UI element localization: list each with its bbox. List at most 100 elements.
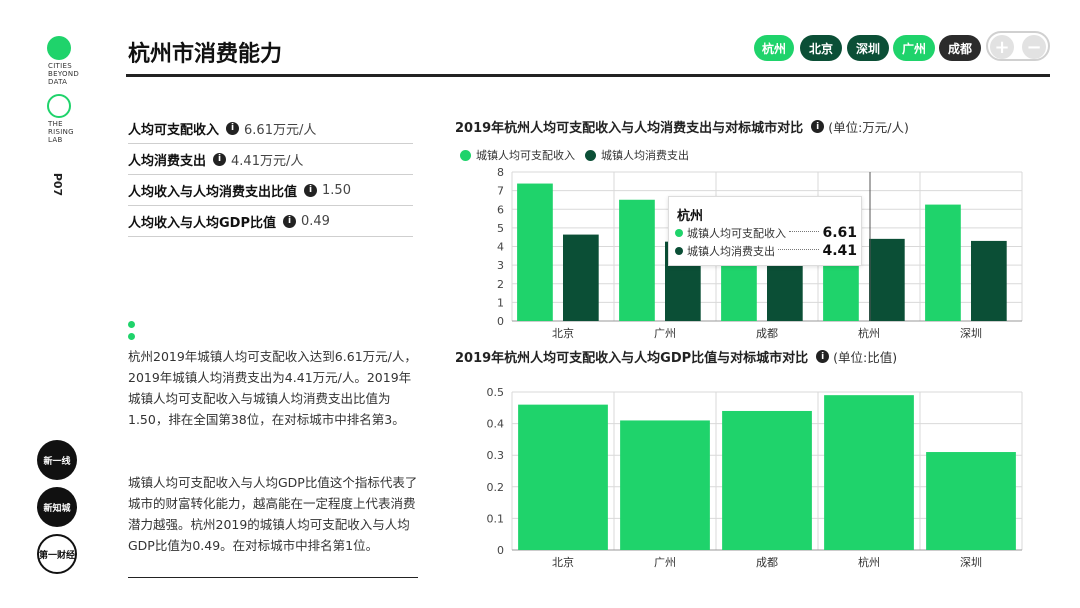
tooltip-leader — [789, 231, 820, 232]
bar — [925, 204, 961, 321]
chart1-title: 2019年杭州人均可支配收入与人均消费支出与对标城市对比 — [455, 121, 804, 136]
chart1-tooltip: 杭州 城镇人均可支配收入 6.61 城镇人均消费支出 4.41 — [668, 196, 862, 266]
metric-value: 1.50 — [322, 182, 351, 198]
legend-swatch — [585, 149, 596, 161]
bar — [869, 238, 905, 321]
lab1-line: BEYOND — [48, 70, 80, 78]
x-tick-label: 广州 — [654, 556, 676, 569]
x-tick-label: 深圳 — [960, 327, 982, 340]
brand-logo-xinzhicheng: 新知城 — [37, 487, 77, 527]
bar — [518, 404, 608, 550]
city-pill-chengdu[interactable]: 成都 — [939, 35, 981, 61]
x-tick-label: 成都 — [756, 556, 778, 569]
y-tick-label: 8 — [497, 166, 504, 179]
bar — [926, 452, 1016, 550]
legend-label: 城镇人均消费支出 — [601, 149, 689, 162]
zoom-control: + − — [986, 31, 1050, 61]
header-divider — [126, 74, 1050, 77]
info-icon[interactable]: i — [226, 121, 240, 135]
y-tick-label: 0.3 — [487, 449, 505, 462]
y-tick-label: 0.2 — [487, 481, 505, 494]
tooltip-leader — [778, 249, 820, 250]
vertical-logo: P07 — [51, 172, 65, 197]
info-icon[interactable]: i — [816, 350, 830, 363]
legend-swatch — [460, 149, 471, 161]
info-icon[interactable]: i — [283, 214, 296, 228]
metric-row: 人均收入与人均GDP比值 i 0.49 — [128, 206, 413, 237]
brand-logo-yicai: 第一财经 — [37, 534, 77, 574]
lab2-line: RISING — [48, 128, 74, 136]
y-tick-label: 6 — [497, 203, 504, 216]
tooltip-swatch — [675, 247, 683, 255]
x-tick-label: 成都 — [756, 327, 778, 340]
page-title: 杭州市消费能力 — [128, 42, 283, 67]
bar — [767, 263, 803, 321]
y-tick-label: 3 — [497, 259, 504, 272]
tooltip-row: 城镇人均消费支出 4.41 — [675, 243, 857, 259]
chart2-title-row: 2019年杭州人均可支配收入与人均GDP比值与对标城市对比 i (单位:比值) — [455, 347, 897, 366]
x-tick-label: 深圳 — [960, 556, 982, 569]
info-icon[interactable]: i — [304, 183, 318, 197]
metric-label: 人均消费支出 — [128, 153, 207, 169]
description-paragraph: 杭州2019年城镇人均可支配收入达到6.61万元/人，2019年城镇人均消费支出… — [128, 349, 417, 427]
bar — [563, 234, 599, 321]
lab2-line: THE — [48, 120, 63, 128]
y-tick-label: 7 — [497, 185, 504, 198]
tooltip-label: 城镇人均消费支出 — [687, 245, 775, 258]
logo-dot-filled — [47, 36, 71, 60]
bar — [971, 240, 1007, 321]
metric-label: 人均收入与人均GDP比值 — [128, 215, 276, 231]
x-tick-label: 杭州 — [858, 555, 880, 569]
y-tick-label: 0.5 — [487, 386, 505, 399]
description-paragraph: 城镇人均可支配收入与人均GDP比值这个指标代表了城市的财富转化能力，越高能在一定… — [128, 475, 418, 553]
y-tick-label: 4 — [497, 241, 504, 254]
metric-value: 6.61万元/人 — [244, 122, 317, 138]
info-icon[interactable]: i — [213, 152, 227, 166]
chart2-svg: 0 0.1 0.2 0.3 0.4 0.5 北京 广州 成都 杭州 深圳 — [487, 386, 1023, 569]
info-icon[interactable]: i — [811, 120, 825, 133]
text-bottom-rule — [128, 577, 418, 578]
city-pill-guangzhou[interactable]: 广州 — [893, 35, 935, 61]
brand-logo-xinyixian: 新一线 — [37, 440, 77, 480]
bar — [619, 199, 655, 321]
y-tick-label: 2 — [497, 278, 504, 291]
x-tick-label: 杭州 — [858, 326, 880, 340]
chart1-title-row: 2019年杭州人均可支配收入与人均消费支出与对标城市对比 i (单位:万元/人) — [455, 117, 909, 136]
y-tick-label: 5 — [497, 222, 504, 235]
y-tick-label: 1 — [497, 296, 504, 309]
tooltip-value: 4.41 — [822, 243, 857, 259]
lab1-line: DATA — [48, 78, 68, 86]
metric-label: 人均可支配收入 — [128, 122, 220, 138]
bar — [824, 395, 914, 550]
chart2-unit: (单位:比值) — [833, 350, 898, 365]
metric-row: 人均消费支出 i 4.41万元/人 — [128, 144, 413, 175]
logo-dot-outline — [47, 94, 71, 118]
cities-beyond-data-label: CITIES BEYOND DATA — [48, 62, 79, 86]
tooltip-title: 杭州 — [677, 209, 704, 224]
y-tick-label: 0 — [497, 315, 504, 328]
legend-label: 城镇人均可支配收入 — [476, 149, 575, 162]
tooltip-value: 6.61 — [822, 225, 857, 241]
metric-value: 4.41万元/人 — [231, 153, 304, 169]
y-tick-label: 0.1 — [487, 512, 505, 525]
metric-label: 人均收入与人均消费支出比值 — [128, 184, 298, 200]
y-tick-label: 0.4 — [487, 418, 505, 431]
city-pill-shenzhen[interactable]: 深圳 — [847, 35, 889, 61]
chart1-legend: 城镇人均可支配收入 城镇人均消费支出 — [460, 147, 689, 163]
zoom-out-button[interactable]: − — [1022, 35, 1046, 59]
metric-row: 人均可支配收入 i 6.61万元/人 — [128, 113, 413, 144]
y-tick-label: 0 — [497, 544, 504, 557]
zoom-in-button[interactable]: + — [990, 35, 1014, 59]
tooltip-row: 城镇人均可支配收入 6.61 — [675, 225, 857, 241]
lab1-line: CITIES — [48, 62, 72, 70]
city-pill-hangzhou[interactable]: 杭州 — [754, 35, 794, 61]
metric-row: 人均收入与人均消费支出比值 i 1.50 — [128, 175, 413, 206]
chart1-unit: (单位:万元/人) — [828, 120, 909, 135]
bullet-dot — [128, 333, 135, 340]
city-pill-beijing[interactable]: 北京 — [800, 35, 842, 61]
bar — [517, 183, 553, 321]
tooltip-label: 城镇人均可支配收入 — [687, 227, 786, 240]
chart2-title: 2019年杭州人均可支配收入与人均GDP比值与对标城市对比 — [455, 351, 809, 366]
bar — [722, 410, 812, 550]
bullet-dot — [128, 321, 135, 328]
